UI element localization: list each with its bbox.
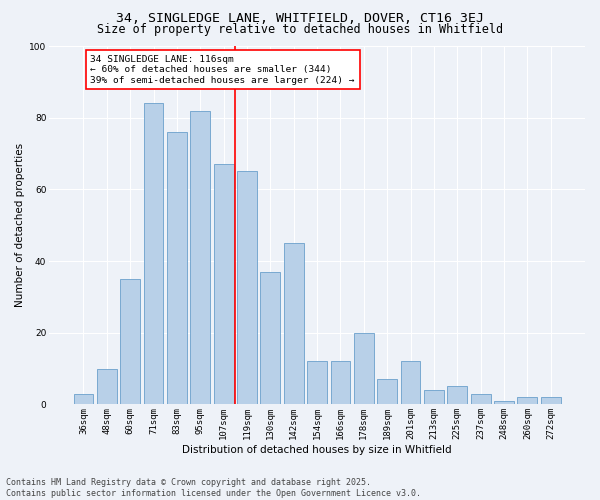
X-axis label: Distribution of detached houses by size in Whitfield: Distribution of detached houses by size …: [182, 445, 452, 455]
Bar: [260, 272, 280, 404]
Bar: [237, 172, 257, 404]
Bar: [97, 368, 117, 404]
Bar: [214, 164, 233, 404]
Bar: [377, 380, 397, 404]
Bar: [448, 386, 467, 404]
Bar: [494, 401, 514, 404]
Text: 34 SINGLEDGE LANE: 116sqm
← 60% of detached houses are smaller (344)
39% of semi: 34 SINGLEDGE LANE: 116sqm ← 60% of detac…: [91, 55, 355, 85]
Bar: [401, 362, 421, 405]
Bar: [120, 279, 140, 404]
Bar: [354, 332, 374, 404]
Bar: [517, 397, 537, 404]
Bar: [331, 362, 350, 405]
Bar: [143, 104, 163, 405]
Bar: [74, 394, 94, 404]
Bar: [471, 394, 491, 404]
Text: Size of property relative to detached houses in Whitfield: Size of property relative to detached ho…: [97, 22, 503, 36]
Bar: [167, 132, 187, 404]
Bar: [284, 243, 304, 404]
Bar: [424, 390, 444, 404]
Text: Contains HM Land Registry data © Crown copyright and database right 2025.
Contai: Contains HM Land Registry data © Crown c…: [6, 478, 421, 498]
Y-axis label: Number of detached properties: Number of detached properties: [15, 143, 25, 308]
Bar: [307, 362, 327, 405]
Bar: [541, 397, 560, 404]
Bar: [190, 110, 210, 405]
Text: 34, SINGLEDGE LANE, WHITFIELD, DOVER, CT16 3EJ: 34, SINGLEDGE LANE, WHITFIELD, DOVER, CT…: [116, 12, 484, 25]
